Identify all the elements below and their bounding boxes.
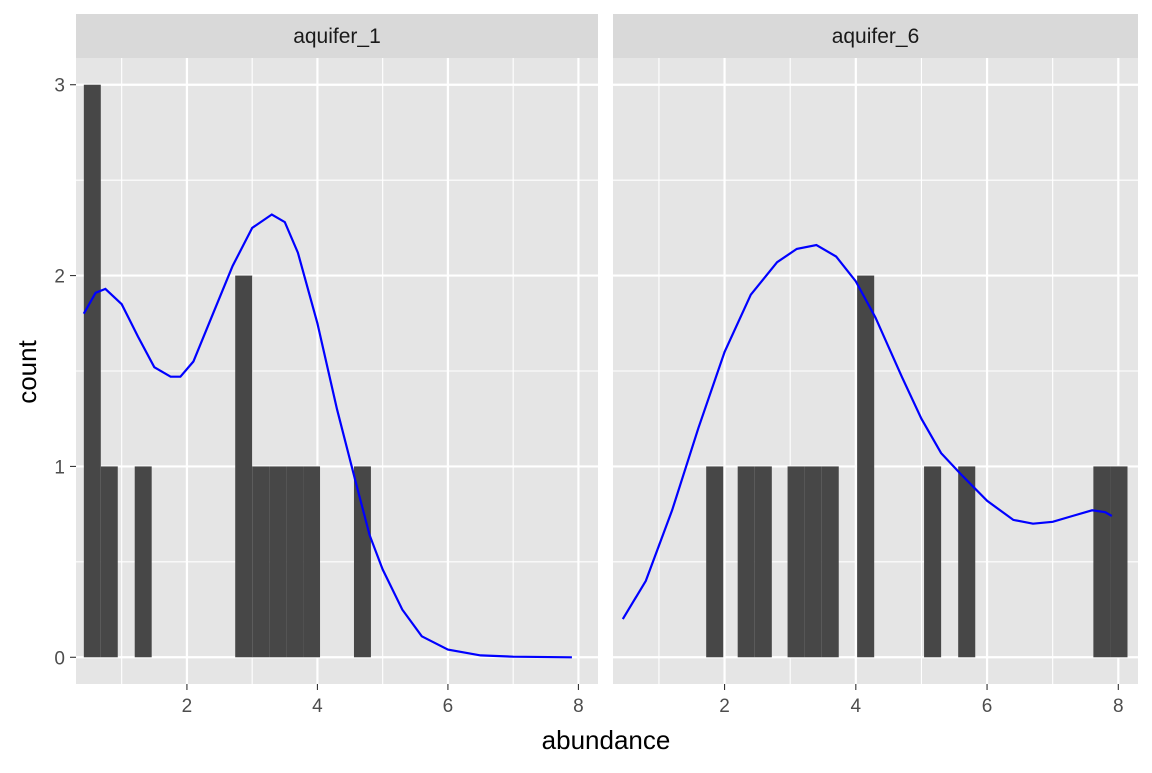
histogram-bar — [269, 466, 287, 658]
histogram-bar — [353, 466, 371, 658]
y-tick-label: 0 — [54, 648, 65, 669]
facet-strip — [76, 14, 598, 58]
density-curve — [82, 213, 572, 659]
histogram-bar — [706, 466, 724, 658]
histogram-bar — [804, 466, 822, 658]
histogram-bar — [235, 275, 253, 658]
histogram-bar — [303, 466, 321, 658]
histogram-bar — [286, 466, 304, 658]
x-tick-label: 8 — [573, 696, 584, 717]
histogram-bar — [958, 466, 976, 658]
x-tick-label: 2 — [182, 696, 193, 717]
histogram-bar — [857, 275, 875, 658]
x-tick-label: 6 — [443, 696, 454, 717]
x-tick-label: 2 — [719, 696, 730, 717]
x-tick-label: 4 — [851, 696, 862, 717]
histogram-bar — [83, 84, 101, 658]
histogram-bar — [100, 466, 118, 658]
histogram-bar — [754, 466, 772, 658]
x-tick-label: 6 — [982, 696, 993, 717]
histogram-bar — [1110, 466, 1128, 658]
histogram-bar — [787, 466, 805, 658]
x-tick-label: 8 — [1113, 696, 1124, 717]
facet-strip-label: aquifer_1 — [293, 25, 381, 48]
histogram-bar — [252, 466, 270, 658]
y-tick-label: 1 — [54, 457, 65, 478]
facet-strip — [613, 14, 1138, 58]
histogram-bar — [134, 466, 152, 658]
histogram-bar — [821, 466, 839, 658]
x-axis-title: abundance — [542, 725, 671, 755]
y-tick-label: 3 — [54, 76, 65, 97]
y-axis-title: count — [12, 339, 42, 403]
histogram-bar — [924, 466, 942, 658]
histogram-bar — [1093, 466, 1111, 658]
facet-strip-label: aquifer_6 — [832, 25, 920, 48]
y-tick-label: 2 — [54, 267, 65, 288]
x-tick-label: 4 — [312, 696, 323, 717]
histogram-bar — [737, 466, 755, 658]
density-curve — [621, 243, 1113, 620]
